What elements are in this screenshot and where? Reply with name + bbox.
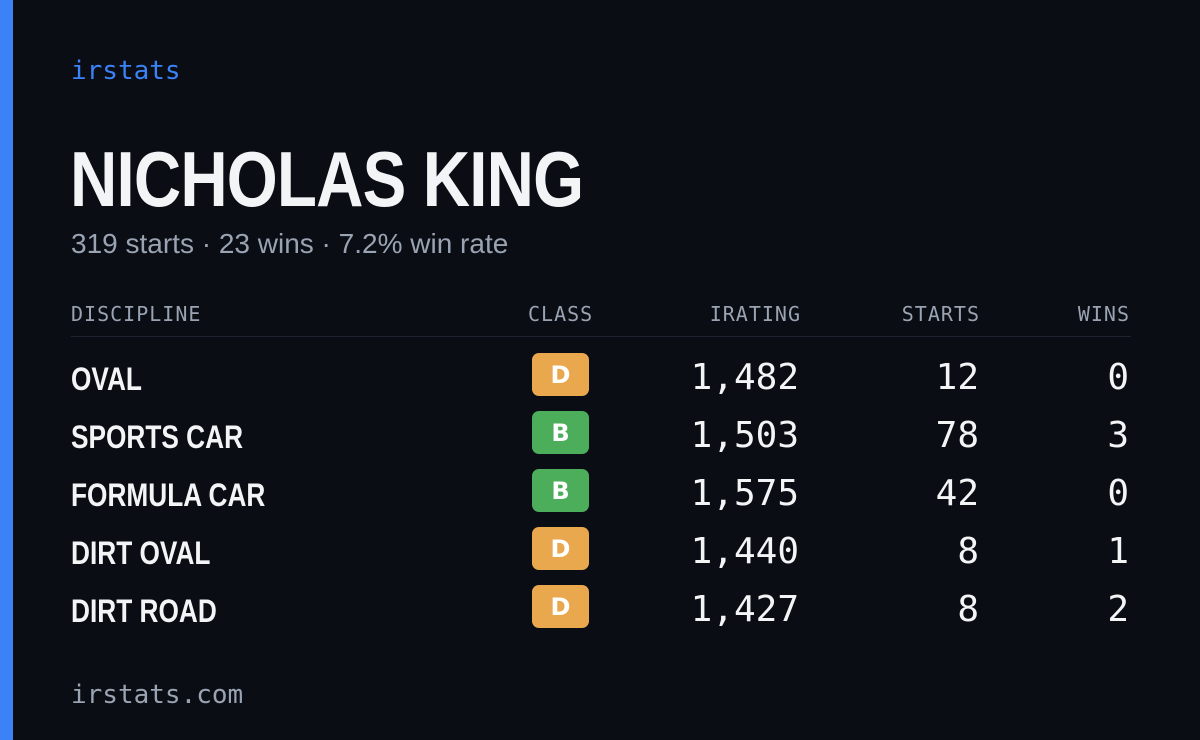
discipline-name: OVAL — [71, 361, 142, 397]
starts-value: 8 — [957, 589, 979, 630]
wins-value: 0 — [1107, 357, 1129, 398]
driver-summary: 319 starts · 23 wins · 7.2% win rate — [71, 228, 509, 259]
table-header: DISCIPLINE CLASS IRATING STARTS WINS — [71, 296, 1131, 337]
header-discipline: DISCIPLINE — [71, 302, 202, 326]
starts-value: 78 — [935, 415, 979, 456]
header-class: CLASS — [528, 302, 594, 326]
irating-value: 1,482 — [690, 357, 799, 398]
brand-logo-text: irstats — [71, 56, 181, 86]
class-badge: B — [532, 411, 589, 454]
accent-bar — [0, 0, 13, 740]
irating-value: 1,427 — [690, 589, 799, 630]
header-starts: STARTS — [901, 302, 980, 326]
class-badge: D — [532, 353, 589, 396]
discipline-name: FORMULA CAR — [71, 477, 266, 513]
irating-value: 1,440 — [690, 531, 799, 572]
table-row: SPORTS CAR B 1,503 78 3 — [71, 395, 1131, 456]
stats-table: DISCIPLINE CLASS IRATING STARTS WINS OVA… — [71, 296, 1131, 630]
starts-value: 42 — [935, 473, 979, 514]
discipline-name: DIRT ROAD — [71, 593, 217, 629]
class-badge: D — [532, 585, 589, 628]
class-badge: B — [532, 469, 589, 512]
starts-value: 8 — [957, 531, 979, 572]
driver-name: NICHOLAS KING — [70, 135, 584, 223]
footer-url: irstats.com — [71, 680, 244, 710]
starts-value: 12 — [935, 357, 979, 398]
table-row: OVAL D 1,482 12 0 — [71, 337, 1131, 398]
table-row: DIRT OVAL D 1,440 8 1 — [71, 511, 1131, 572]
table-row: FORMULA CAR B 1,575 42 0 — [71, 453, 1131, 514]
discipline-name: DIRT OVAL — [71, 535, 211, 571]
header-irating: IRATING — [709, 302, 801, 326]
wins-value: 0 — [1107, 473, 1129, 514]
wins-value: 3 — [1107, 415, 1129, 456]
table-row: DIRT ROAD D 1,427 8 2 — [71, 569, 1131, 630]
wins-value: 2 — [1107, 589, 1129, 630]
header-wins: WINS — [1077, 302, 1130, 326]
class-badge: D — [532, 527, 589, 570]
irating-value: 1,503 — [690, 415, 799, 456]
irating-value: 1,575 — [690, 473, 799, 514]
wins-value: 1 — [1107, 531, 1129, 572]
discipline-name: SPORTS CAR — [71, 419, 244, 455]
